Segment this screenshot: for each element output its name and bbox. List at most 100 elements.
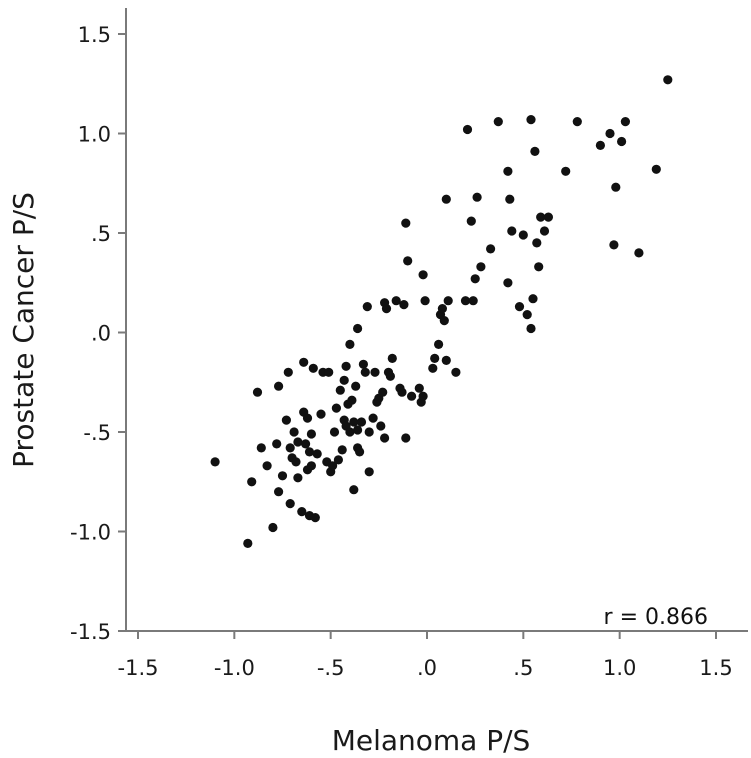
x-axis-title: Melanoma P/S xyxy=(332,724,531,757)
data-point xyxy=(358,359,368,369)
data-point xyxy=(472,192,482,202)
data-point xyxy=(418,391,428,401)
data-point xyxy=(466,216,476,226)
data-point xyxy=(328,461,338,471)
data-point xyxy=(274,487,284,497)
y-tick-label: -.5 xyxy=(83,421,111,445)
data-point xyxy=(561,166,571,176)
data-point xyxy=(349,417,359,427)
data-point xyxy=(476,262,486,272)
data-point xyxy=(470,274,480,284)
data-point xyxy=(289,427,299,437)
data-point xyxy=(345,427,355,437)
data-point xyxy=(247,477,257,487)
x-tick-label: -1.0 xyxy=(214,656,255,680)
data-point xyxy=(617,136,627,147)
data-point xyxy=(297,507,307,517)
y-axis-title: Prostate Cancer P/S xyxy=(7,192,40,468)
data-point xyxy=(441,194,451,204)
data-point xyxy=(304,447,315,457)
data-point xyxy=(272,439,282,449)
data-point xyxy=(401,218,411,228)
x-tick-label: .0 xyxy=(417,656,437,680)
data-point xyxy=(407,391,417,401)
data-point xyxy=(353,323,363,334)
x-tick-label: .5 xyxy=(513,656,533,680)
data-point xyxy=(308,363,318,373)
data-point xyxy=(439,316,449,326)
data-point xyxy=(437,304,447,314)
data-point xyxy=(651,164,661,174)
data-point xyxy=(505,194,515,204)
data-point xyxy=(532,238,542,248)
data-point xyxy=(391,296,401,306)
axes xyxy=(125,8,748,632)
data-point xyxy=(526,323,536,334)
data-point xyxy=(428,363,438,373)
data-point xyxy=(364,427,374,437)
data-point xyxy=(285,499,295,509)
x-tick-label: 1.0 xyxy=(603,656,636,680)
data-point xyxy=(399,300,409,310)
data-point xyxy=(380,433,390,443)
y-tick-label: -1.0 xyxy=(70,521,111,545)
data-point xyxy=(381,304,392,314)
data-point xyxy=(451,367,461,377)
data-point xyxy=(312,449,322,459)
data-point xyxy=(351,381,361,391)
data-point xyxy=(210,457,220,467)
data-point xyxy=(605,128,615,139)
data-point xyxy=(306,461,316,471)
data-point xyxy=(534,262,544,272)
data-point xyxy=(385,371,395,381)
data-point xyxy=(243,538,253,549)
data-point xyxy=(293,473,303,483)
data-point xyxy=(387,353,397,363)
data-point xyxy=(364,467,374,477)
data-point xyxy=(337,445,347,455)
y-tick-label: .0 xyxy=(91,322,111,346)
data-point xyxy=(634,248,644,258)
data-point xyxy=(339,375,349,385)
data-point xyxy=(262,461,272,471)
data-point xyxy=(291,457,301,467)
data-point xyxy=(293,437,303,447)
data-point xyxy=(441,355,451,365)
data-point xyxy=(362,302,372,312)
y-tick-label: 1.0 xyxy=(78,123,111,147)
data-point xyxy=(418,270,428,280)
data-point xyxy=(324,367,334,377)
data-point xyxy=(572,117,582,127)
data-point xyxy=(518,230,528,240)
data-points xyxy=(210,75,673,549)
data-point xyxy=(360,367,370,377)
data-point xyxy=(268,522,278,533)
data-point xyxy=(493,117,503,127)
data-point xyxy=(486,244,496,254)
y-tick-label: .5 xyxy=(91,222,111,246)
data-point xyxy=(530,146,540,156)
data-point xyxy=(316,409,326,419)
x-tick-label: -1.5 xyxy=(118,656,159,680)
data-point xyxy=(609,240,619,250)
data-point xyxy=(310,513,320,523)
data-point xyxy=(462,124,473,135)
data-point xyxy=(611,182,621,192)
data-point xyxy=(299,357,309,367)
data-point xyxy=(277,471,288,481)
data-point xyxy=(378,387,388,397)
data-point xyxy=(468,296,478,306)
data-point xyxy=(356,417,367,427)
data-point xyxy=(420,296,430,306)
data-point xyxy=(368,413,378,423)
data-point xyxy=(503,278,513,288)
data-point xyxy=(353,425,363,435)
data-point xyxy=(595,140,606,150)
data-point xyxy=(528,294,538,304)
data-point xyxy=(281,415,291,425)
data-point xyxy=(620,117,631,127)
data-point xyxy=(460,296,471,306)
x-tick-label: 1.5 xyxy=(699,656,732,680)
data-point xyxy=(252,387,263,397)
data-point xyxy=(430,353,440,363)
